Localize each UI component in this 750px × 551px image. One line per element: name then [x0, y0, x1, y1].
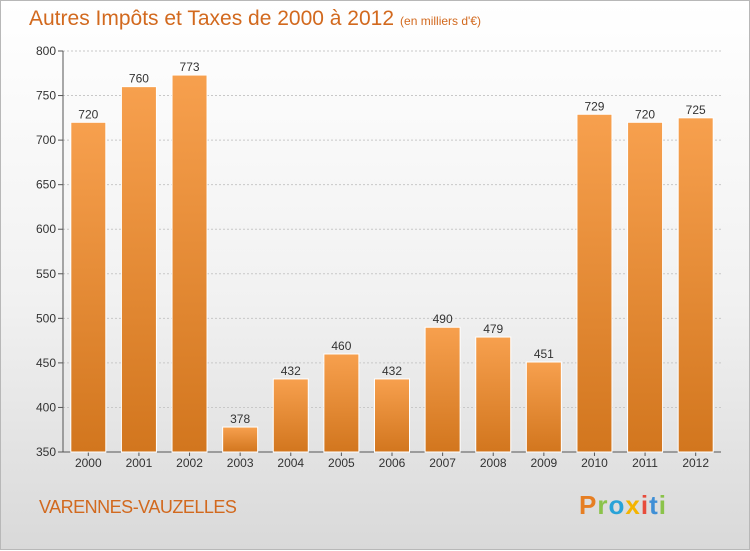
value-label-2008: 479 — [483, 322, 503, 336]
y-tick-label: 750 — [36, 89, 56, 103]
x-tick-label-2011: 2011 — [632, 456, 658, 470]
x-tick-label-2000: 2000 — [75, 456, 102, 470]
y-tick-label: 500 — [36, 311, 56, 325]
value-label-2009: 451 — [534, 347, 554, 361]
x-tick-label-2002: 2002 — [176, 456, 203, 470]
value-label-2005: 460 — [331, 339, 351, 353]
y-tick-label: 800 — [36, 44, 56, 58]
proxiti-logo: Proxiti — [579, 490, 667, 521]
y-tick-label: 650 — [36, 178, 56, 192]
bar-2007 — [424, 326, 461, 453]
value-label-2003: 378 — [230, 412, 250, 426]
x-tick-label-2005: 2005 — [328, 456, 355, 470]
x-tick-label-2004: 2004 — [277, 456, 304, 470]
place-name: VARENNES-VAUZELLES — [39, 497, 237, 517]
y-tick-label: 400 — [36, 400, 56, 414]
bar-2009 — [525, 361, 562, 453]
y-tick-label: 700 — [36, 133, 56, 147]
chart-unit: (en milliers d'€) — [400, 14, 482, 28]
bar-2010 — [576, 113, 613, 453]
value-label-2010: 729 — [584, 99, 604, 113]
bar-2004 — [272, 378, 309, 453]
bar-2008 — [475, 336, 512, 453]
logo-letter: P — [579, 490, 598, 520]
bar-2006 — [374, 378, 410, 453]
value-label-2000: 720 — [78, 107, 98, 121]
value-label-2002: 773 — [180, 60, 200, 74]
bar-2000 — [70, 121, 107, 453]
x-tick-label-2007: 2007 — [429, 456, 456, 470]
logo-letter: r — [597, 490, 609, 520]
y-tick-label: 450 — [36, 356, 56, 370]
bar-2005 — [323, 353, 360, 453]
x-tick-label-2003: 2003 — [227, 456, 254, 470]
x-tick-label-2006: 2006 — [379, 456, 406, 470]
x-tick-label-2001: 2001 — [126, 456, 153, 470]
value-label-2011: 720 — [635, 107, 655, 121]
bar-2002 — [171, 74, 208, 453]
bars — [70, 74, 714, 453]
bar-2003 — [222, 426, 259, 453]
y-tick-label: 550 — [36, 267, 56, 281]
value-label-2012: 725 — [686, 103, 706, 117]
bar-2012 — [677, 117, 714, 453]
logo-letter: o — [608, 490, 626, 520]
labels: 350 400 450 500 550 600 650 700 750 800 720 2000 760… — [36, 44, 709, 470]
value-label-2004: 432 — [281, 364, 301, 378]
y-tick-label: 600 — [36, 222, 56, 236]
bar-2001 — [120, 86, 157, 453]
chart-title-text: Autres Impôts et Taxes de 2000 à 2012 — [29, 7, 395, 30]
x-tick-label-2008: 2008 — [480, 456, 507, 470]
chart-title: Autres Impôts et Taxes de 2000 à 2012 (en… — [29, 7, 481, 31]
logo-letter: i — [658, 490, 667, 520]
y-tick-label: 350 — [36, 445, 56, 459]
value-label-2006: 432 — [382, 364, 402, 378]
bar-2011 — [627, 121, 664, 453]
value-label-2007: 490 — [433, 312, 453, 326]
value-label-2001: 760 — [129, 72, 149, 86]
x-tick-label-2010: 2010 — [581, 456, 608, 470]
logo-letter: i — [640, 490, 650, 520]
x-tick-label-2009: 2009 — [530, 456, 557, 470]
logo-letter: t — [649, 490, 659, 520]
x-tick-label-2012: 2012 — [682, 456, 709, 470]
logo-letter: x — [625, 490, 641, 520]
